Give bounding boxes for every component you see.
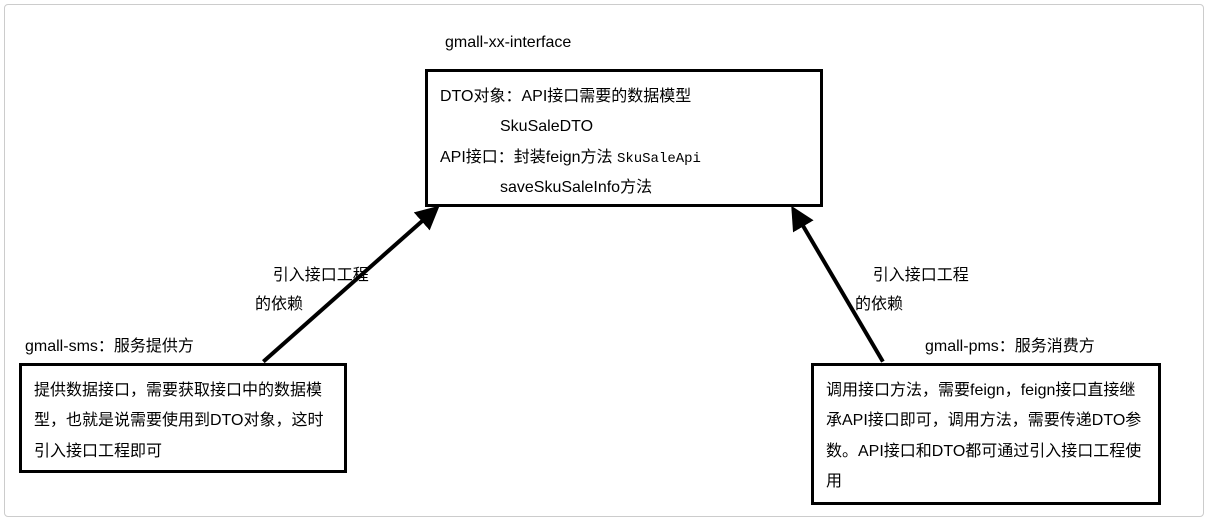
interface-box: DTO对象：API接口需要的数据模型 SkuSaleDTO API接口：封装fe… xyxy=(425,69,823,207)
diagram-canvas: gmall-xx-interface DTO对象：API接口需要的数据模型 Sk… xyxy=(4,4,1204,517)
interface-box-title: gmall-xx-interface xyxy=(445,29,571,58)
interface-line3: API接口：封装feign方法 SkuSaleApi xyxy=(440,143,808,173)
sms-box-title: gmall-sms：服务提供方 xyxy=(25,333,194,362)
pms-box-body: 调用接口方法，需要feign，feign接口直接继承API接口即可，调用方法，需… xyxy=(826,382,1141,490)
interface-line4: saveSkuSaleInfo方法 xyxy=(440,173,808,203)
interface-line2: SkuSaleDTO xyxy=(440,112,808,142)
edge-left-label: 引入接口工程的依赖 xyxy=(255,233,369,348)
edge-right-label: 引入接口工程的依赖 xyxy=(855,233,969,348)
sms-box: 提供数据接口，需要获取接口中的数据模型，也就是说需要使用到DTO对象，这时引入接… xyxy=(19,363,347,473)
interface-line1: DTO对象：API接口需要的数据模型 xyxy=(440,82,808,112)
interface-line3-mono: SkuSaleApi xyxy=(617,151,701,167)
sms-box-body: 提供数据接口，需要获取接口中的数据模型，也就是说需要使用到DTO对象，这时引入接… xyxy=(34,382,324,460)
pms-box: 调用接口方法，需要feign，feign接口直接继承API接口即可，调用方法，需… xyxy=(811,363,1161,505)
